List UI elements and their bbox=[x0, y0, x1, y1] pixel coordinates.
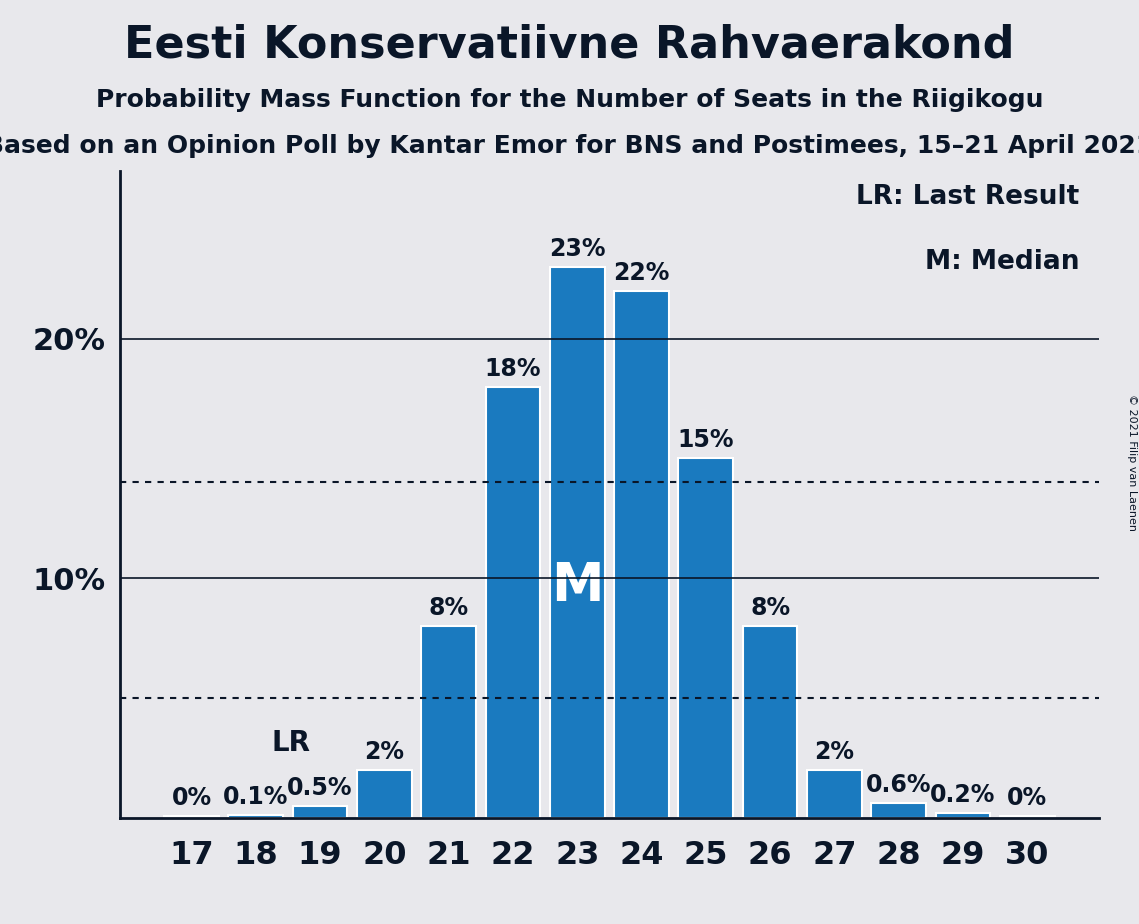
Text: 0%: 0% bbox=[171, 785, 212, 809]
Bar bbox=[550, 267, 605, 818]
Bar bbox=[421, 626, 476, 818]
Text: Eesti Konservatiivne Rahvaerakond: Eesti Konservatiivne Rahvaerakond bbox=[124, 23, 1015, 67]
Bar bbox=[485, 386, 540, 818]
Text: LR: Last Result: LR: Last Result bbox=[857, 184, 1080, 210]
Bar bbox=[164, 816, 219, 818]
Bar bbox=[808, 770, 862, 818]
Text: 8%: 8% bbox=[751, 596, 790, 620]
Text: 18%: 18% bbox=[485, 357, 541, 381]
Text: 0.1%: 0.1% bbox=[223, 785, 288, 809]
Bar bbox=[935, 813, 990, 818]
Text: M: Median: M: Median bbox=[925, 249, 1080, 274]
Text: M: M bbox=[551, 560, 604, 613]
Text: 0.5%: 0.5% bbox=[287, 776, 353, 800]
Bar bbox=[679, 458, 734, 818]
Bar bbox=[357, 770, 411, 818]
Text: 0%: 0% bbox=[1007, 785, 1048, 809]
Text: Probability Mass Function for the Number of Seats in the Riigikogu: Probability Mass Function for the Number… bbox=[96, 88, 1043, 112]
Bar bbox=[614, 291, 669, 818]
Bar bbox=[743, 626, 797, 818]
Text: 15%: 15% bbox=[678, 429, 734, 453]
Text: 8%: 8% bbox=[428, 596, 468, 620]
Text: 2%: 2% bbox=[364, 740, 404, 764]
Text: © 2021 Filip van Laenen: © 2021 Filip van Laenen bbox=[1126, 394, 1137, 530]
Bar bbox=[871, 803, 926, 818]
Text: 2%: 2% bbox=[814, 740, 854, 764]
Bar bbox=[1000, 816, 1055, 818]
Text: 22%: 22% bbox=[613, 261, 670, 285]
Text: 23%: 23% bbox=[549, 237, 606, 261]
Text: 0.2%: 0.2% bbox=[931, 783, 995, 807]
Text: 0.6%: 0.6% bbox=[866, 773, 932, 797]
Text: LR: LR bbox=[271, 729, 311, 757]
Bar bbox=[293, 806, 347, 818]
Text: Based on an Opinion Poll by Kantar Emor for BNS and Postimees, 15–21 April 2021: Based on an Opinion Poll by Kantar Emor … bbox=[0, 134, 1139, 158]
Bar bbox=[229, 815, 284, 818]
